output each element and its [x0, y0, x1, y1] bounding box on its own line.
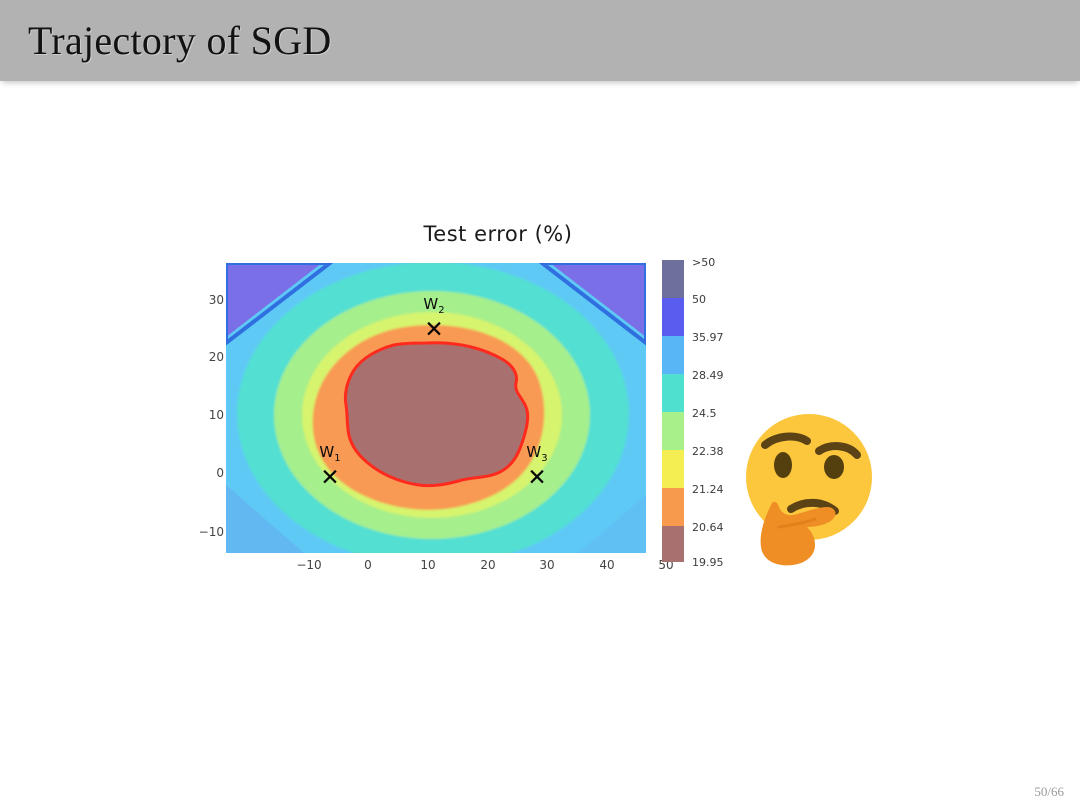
annotation-w1-label: W1 — [319, 443, 341, 465]
y-tick-2: 10 — [208, 408, 224, 422]
colorbar-label-4: 24.5 — [692, 407, 717, 420]
slide-header-bar: Trajectory of SGD — [0, 0, 1080, 81]
colorbar-label-7: 20.64 — [692, 521, 724, 534]
chart-title: Test error (%) — [423, 222, 573, 246]
y-tick-4: −10 — [198, 525, 224, 539]
colorbar-band-5 — [662, 450, 684, 488]
contour-plot: W2 ✕ W1 ✕ W3 ✕ — [226, 263, 646, 553]
colorbar: >50 50 35.97 28.49 24.5 22.38 21.24 20.6… — [662, 256, 724, 569]
x-tick-0: −10 — [296, 558, 322, 572]
colorbar-band-2 — [662, 336, 684, 374]
x-tick-2: 10 — [420, 558, 436, 572]
colorbar-band-0 — [662, 260, 684, 298]
x-tick-1: 0 — [364, 558, 372, 572]
annotation-w1-marker-icon: ✕ — [320, 465, 340, 491]
y-tick-0: 30 — [208, 293, 224, 307]
x-tick-4: 30 — [539, 558, 555, 572]
figure-container: Test error (%) — [188, 222, 748, 577]
thinking-face-emoji-svg — [746, 414, 872, 566]
colorbar-band-4 — [662, 412, 684, 450]
x-axis: −10 0 10 20 30 40 50 — [226, 558, 673, 580]
colorbar-strip — [662, 260, 684, 562]
annotation-w2: W2 ✕ — [404, 295, 464, 343]
x-tick-5: 40 — [599, 558, 615, 572]
x-tick-3: 20 — [480, 558, 496, 572]
colorbar-band-6 — [662, 488, 684, 526]
y-tick-1: 20 — [208, 350, 224, 364]
inner-contour-region — [343, 341, 530, 488]
colorbar-band-3 — [662, 374, 684, 412]
colorbar-label-2: 35.97 — [692, 331, 724, 344]
annotation-w2-marker-icon: ✕ — [424, 317, 444, 343]
thinking-face-emoji — [735, 405, 885, 570]
annotation-w3: W3 ✕ — [507, 443, 567, 491]
y-tick-3: 0 — [216, 466, 224, 480]
page-number: 50/66 — [1034, 784, 1064, 799]
annotation-w1: W1 ✕ — [300, 443, 360, 491]
colorbar-label-3: 28.49 — [692, 369, 724, 382]
colorbar-label-8: 19.95 — [692, 556, 724, 569]
annotation-w3-label: W3 — [526, 443, 548, 465]
y-axis: 30 20 10 0 −10 — [176, 263, 224, 553]
colorbar-label-1: 50 — [692, 293, 706, 306]
colorbar-label-0: >50 — [692, 256, 716, 269]
contour-field — [226, 263, 646, 553]
annotation-w3-marker-icon: ✕ — [527, 465, 547, 491]
colorbar-band-7 — [662, 526, 684, 562]
colorbar-label-6: 21.24 — [692, 483, 724, 496]
colorbar-label-5: 22.38 — [692, 445, 724, 458]
page-title: Trajectory of SGD — [28, 18, 332, 63]
colorbar-band-1 — [662, 298, 684, 336]
annotation-w2-label: W2 — [423, 295, 445, 317]
